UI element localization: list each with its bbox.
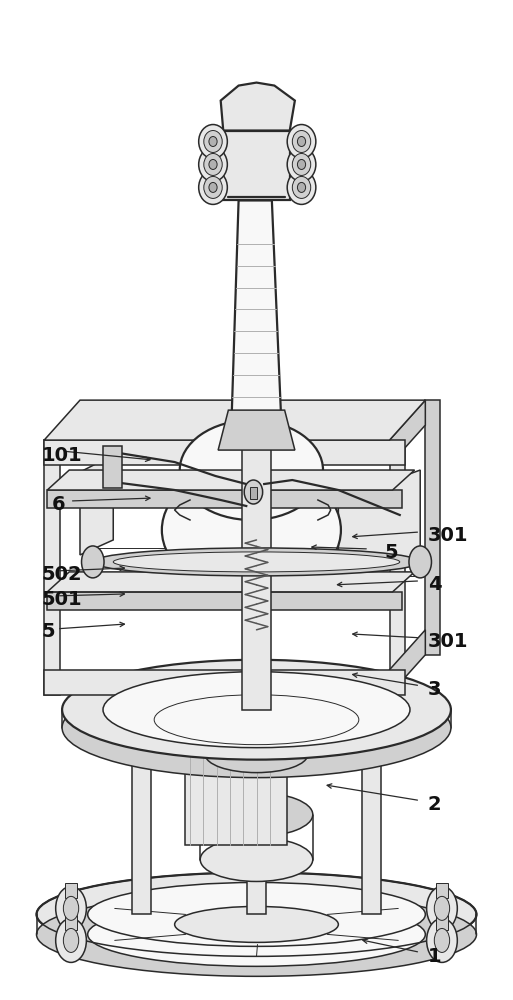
Polygon shape	[44, 400, 425, 440]
Ellipse shape	[298, 182, 306, 192]
Text: 6: 6	[52, 495, 66, 514]
Ellipse shape	[154, 695, 359, 745]
Polygon shape	[389, 630, 425, 695]
Ellipse shape	[287, 125, 316, 158]
Bar	[223, 131, 290, 200]
Ellipse shape	[199, 170, 227, 204]
Ellipse shape	[204, 131, 222, 152]
Ellipse shape	[204, 176, 222, 198]
Ellipse shape	[93, 548, 420, 576]
Text: 301: 301	[428, 526, 468, 545]
Ellipse shape	[88, 882, 425, 946]
Polygon shape	[221, 83, 295, 131]
Bar	[65, 883, 77, 898]
Ellipse shape	[427, 918, 457, 962]
Text: 3: 3	[428, 680, 441, 699]
Polygon shape	[247, 740, 266, 914]
Bar	[44, 670, 405, 695]
Ellipse shape	[292, 176, 311, 198]
Text: 5: 5	[384, 543, 398, 562]
Ellipse shape	[82, 546, 104, 578]
Polygon shape	[231, 200, 282, 440]
Ellipse shape	[204, 153, 222, 175]
Text: 1: 1	[428, 947, 442, 966]
Polygon shape	[389, 400, 425, 465]
Ellipse shape	[103, 672, 410, 748]
Polygon shape	[131, 740, 151, 914]
Polygon shape	[362, 740, 382, 914]
Polygon shape	[47, 470, 415, 490]
Bar	[103, 446, 123, 488]
Ellipse shape	[62, 678, 451, 778]
Ellipse shape	[62, 660, 451, 760]
Bar	[250, 487, 257, 499]
Ellipse shape	[205, 737, 308, 773]
Bar	[389, 440, 405, 695]
Ellipse shape	[36, 872, 477, 956]
Text: 502: 502	[42, 565, 82, 584]
Ellipse shape	[409, 546, 431, 578]
Ellipse shape	[209, 137, 217, 146]
Ellipse shape	[244, 480, 263, 504]
Ellipse shape	[180, 420, 323, 520]
Bar	[44, 440, 60, 695]
Bar	[65, 915, 77, 930]
Ellipse shape	[298, 159, 306, 169]
Polygon shape	[218, 410, 295, 450]
Ellipse shape	[56, 886, 86, 930]
Bar	[47, 592, 402, 610]
Ellipse shape	[199, 125, 227, 158]
Ellipse shape	[113, 552, 400, 572]
Bar	[185, 755, 287, 845]
Text: 5: 5	[42, 622, 55, 641]
Bar	[242, 440, 271, 710]
Text: 2: 2	[428, 795, 442, 814]
Ellipse shape	[298, 137, 306, 146]
Ellipse shape	[435, 928, 450, 952]
Bar	[47, 490, 402, 508]
Polygon shape	[80, 455, 113, 555]
Text: 101: 101	[42, 446, 82, 465]
Ellipse shape	[63, 928, 78, 952]
Ellipse shape	[162, 465, 341, 595]
Text: 501: 501	[42, 590, 82, 609]
Bar	[425, 400, 440, 655]
Polygon shape	[47, 572, 415, 592]
Bar	[44, 440, 405, 465]
Bar	[436, 915, 448, 930]
Ellipse shape	[292, 153, 311, 175]
Ellipse shape	[200, 793, 313, 837]
Ellipse shape	[435, 896, 450, 920]
Ellipse shape	[199, 147, 227, 181]
Ellipse shape	[209, 159, 217, 169]
Ellipse shape	[36, 892, 477, 976]
Ellipse shape	[88, 902, 425, 966]
Ellipse shape	[209, 182, 217, 192]
Ellipse shape	[200, 838, 313, 881]
Ellipse shape	[287, 147, 316, 181]
Ellipse shape	[174, 906, 339, 942]
Ellipse shape	[56, 918, 86, 962]
Bar	[436, 883, 448, 898]
Polygon shape	[339, 470, 420, 585]
Ellipse shape	[287, 170, 316, 204]
Ellipse shape	[427, 886, 457, 930]
Text: 301: 301	[428, 632, 468, 651]
Ellipse shape	[292, 131, 311, 152]
Text: 4: 4	[428, 575, 442, 594]
Ellipse shape	[63, 896, 78, 920]
